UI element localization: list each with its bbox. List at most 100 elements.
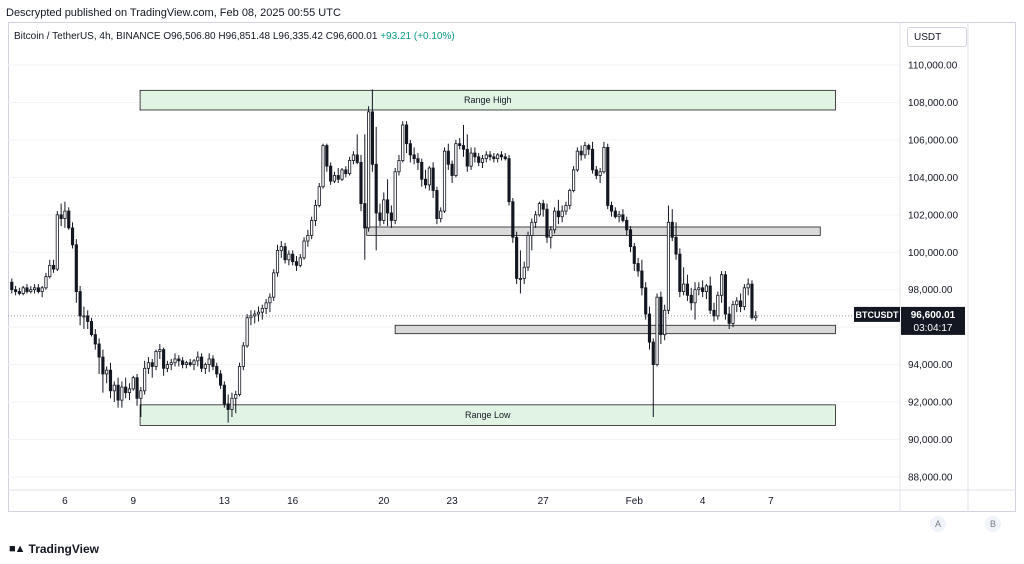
candle-up — [313, 205, 318, 221]
candle-down — [374, 163, 378, 214]
candle-down — [678, 253, 682, 292]
legend-low: L96,335.42 — [272, 31, 323, 42]
y-tick-label: 102,000.00 — [908, 210, 958, 221]
candle-down — [10, 281, 14, 291]
legend-symbol: Bitcoin / TetherUS, 4h, BINANCE — [14, 31, 161, 42]
candle-down — [689, 294, 693, 304]
candle-up — [427, 167, 431, 186]
candle-down — [378, 212, 382, 221]
candle-down — [336, 175, 340, 180]
candle-down — [51, 264, 56, 270]
candle-down — [632, 246, 636, 264]
y-tick-label: 110,000.00 — [908, 61, 958, 72]
candle-down — [587, 145, 591, 150]
candle-down — [218, 373, 223, 386]
zone-label: Range High — [464, 95, 512, 105]
candle-down — [609, 205, 614, 212]
candle-down — [404, 124, 409, 145]
candle-up — [230, 397, 234, 410]
candle-down — [67, 210, 71, 229]
x-tick-label: 6 — [62, 496, 68, 507]
candle-down — [412, 154, 416, 160]
candle-down — [488, 154, 492, 158]
candle-up — [439, 210, 443, 219]
zone-range-low — [139, 404, 836, 426]
candle-up — [742, 287, 746, 307]
candle-down — [17, 291, 21, 294]
auto-scale-button[interactable]: A — [930, 516, 946, 532]
symbol-tag — [854, 306, 900, 322]
candle-down — [150, 362, 154, 367]
candle-up — [21, 287, 25, 294]
candle-down — [283, 246, 287, 261]
candle-down — [423, 178, 428, 186]
candle-up — [32, 287, 37, 291]
candle-down — [545, 208, 549, 238]
candle-down — [541, 203, 545, 210]
candle-up — [275, 249, 280, 274]
scale-b-button[interactable]: B — [985, 516, 1001, 532]
legend-open: O96,506.80 — [163, 31, 216, 42]
candle-down — [211, 358, 215, 367]
zone-label: Range Low — [465, 410, 511, 420]
candle-up — [127, 388, 132, 394]
candle-up — [310, 220, 314, 236]
candle-up — [321, 145, 325, 188]
x-tick-label: 23 — [447, 496, 459, 507]
candle-up — [655, 296, 659, 365]
candle-down — [461, 145, 466, 150]
candle-down — [188, 362, 192, 365]
candle-up — [522, 266, 526, 279]
y-tick-label: 92,000.00 — [908, 398, 953, 409]
candle-up — [731, 304, 735, 324]
candle-up — [348, 160, 352, 175]
legend-close: C96,600.01 — [325, 31, 378, 42]
candle-up — [29, 289, 33, 292]
candle-up — [131, 377, 135, 390]
candle-up — [332, 175, 337, 182]
candle-down — [556, 210, 560, 218]
candle-up — [754, 315, 758, 319]
candle-up — [480, 158, 485, 163]
y-tick-label: 108,000.00 — [908, 98, 958, 109]
y-tick-label: 94,000.00 — [908, 360, 953, 371]
candle-down — [515, 236, 519, 279]
candle-up — [44, 276, 48, 289]
candlestick-chart[interactable]: 88,000.0090,000.0092,000.0094,000.0096,0… — [8, 22, 1016, 512]
candle-up — [256, 311, 261, 315]
candle-down — [446, 150, 450, 165]
candle-down — [750, 283, 754, 319]
candle-down — [507, 158, 511, 203]
candle-up — [192, 360, 196, 365]
candle-up — [158, 349, 162, 352]
candle-down — [640, 270, 644, 289]
candle-up — [716, 294, 720, 317]
candle-down — [473, 152, 477, 158]
candle-up — [454, 143, 458, 176]
candle-down — [344, 169, 348, 175]
candle-up — [143, 367, 147, 392]
candle-down — [162, 349, 166, 369]
candle-down — [181, 360, 185, 365]
candle-down — [294, 261, 299, 266]
candle-up — [165, 364, 169, 369]
candle-down — [435, 190, 439, 219]
candle-down — [74, 244, 78, 292]
y-tick-label: 88,000.00 — [908, 472, 953, 483]
symbol-legend: Bitcoin / TetherUS, 4h, BINANCE O96,506.… — [14, 31, 455, 42]
candle-down — [291, 253, 295, 263]
candle-up — [704, 285, 708, 292]
candle-up — [382, 199, 386, 221]
candle-up — [268, 296, 272, 304]
candle-up — [367, 111, 371, 229]
tradingview-brand: TradingView — [28, 542, 99, 556]
candle-down — [708, 285, 712, 311]
candle-down — [647, 313, 652, 343]
candle-down — [70, 227, 75, 246]
candle-down — [355, 154, 359, 163]
candle-up — [154, 351, 158, 367]
currency-button[interactable]: USDT — [907, 27, 967, 47]
candle-down — [590, 148, 595, 171]
price-tag — [901, 306, 965, 335]
zone-range-high — [139, 89, 836, 111]
